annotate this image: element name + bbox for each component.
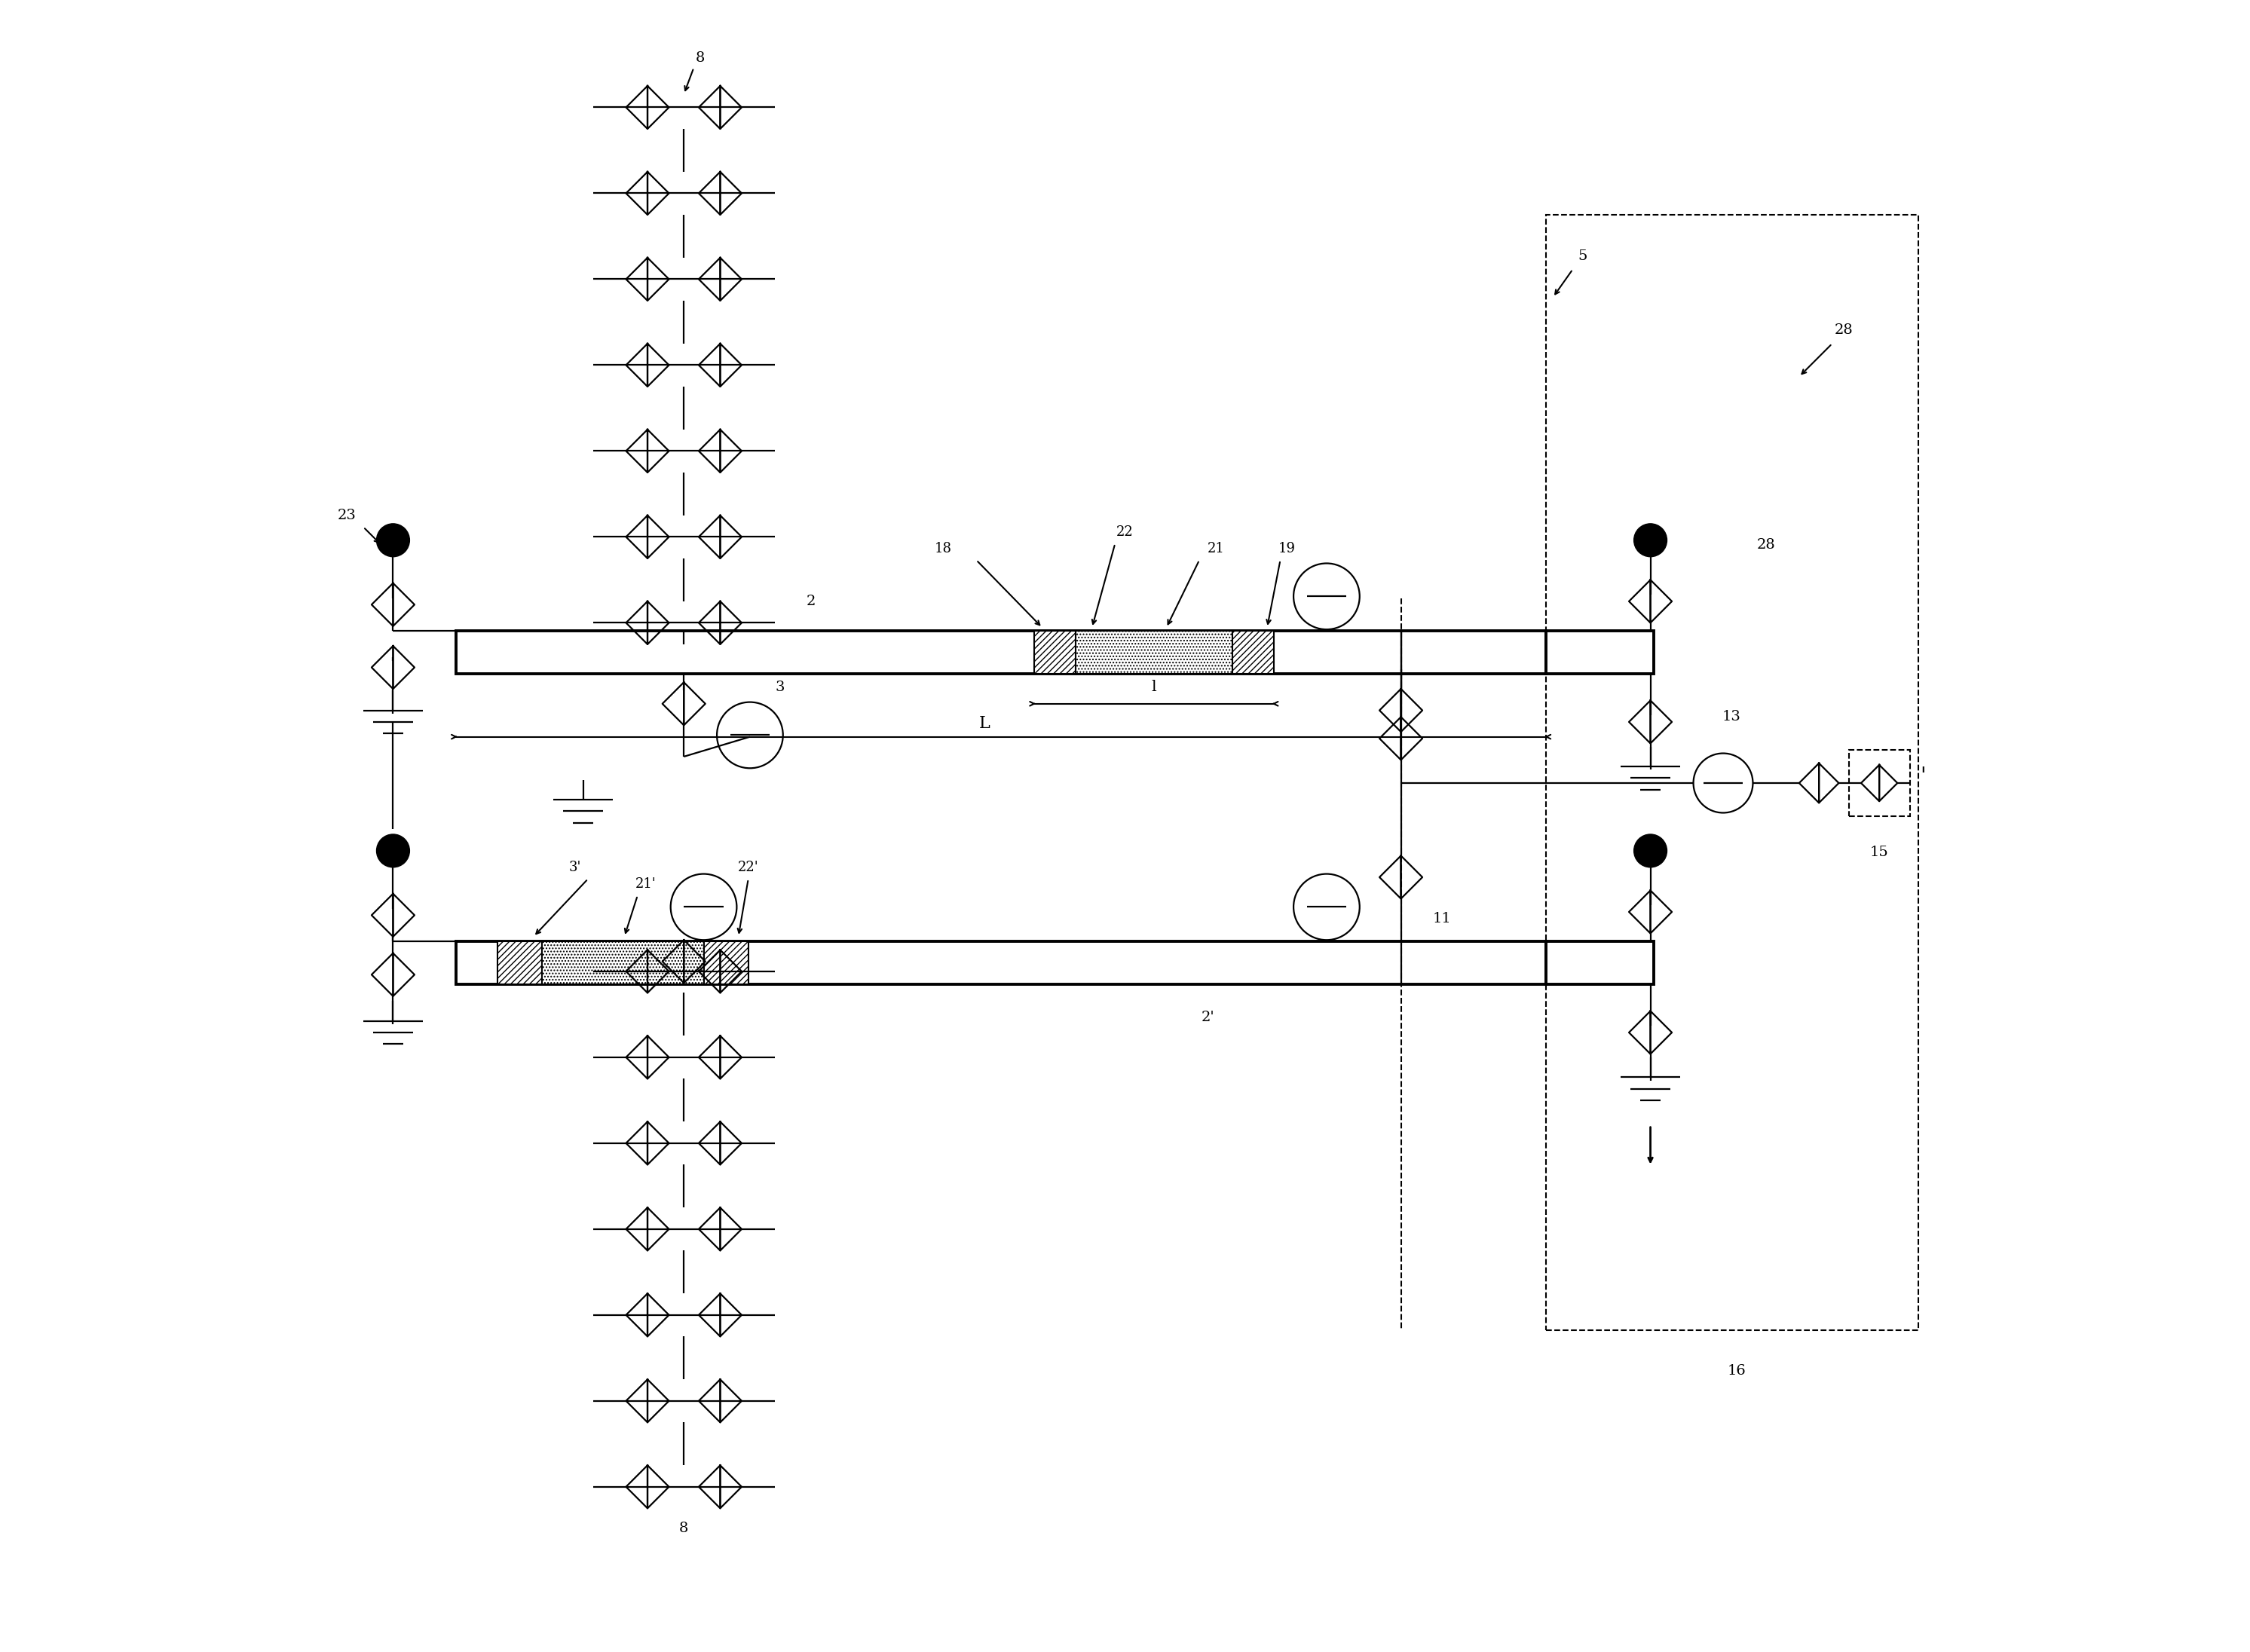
Bar bbox=[1850, 750, 1910, 816]
Bar bbox=[704, 942, 749, 985]
Text: 5: 5 bbox=[1577, 249, 1586, 263]
Text: 15: 15 bbox=[1870, 846, 1888, 859]
Bar bbox=[1233, 631, 1274, 674]
Circle shape bbox=[670, 874, 736, 940]
Bar bbox=[1035, 631, 1076, 674]
Bar bbox=[542, 942, 704, 985]
Text: 3: 3 bbox=[774, 681, 785, 694]
Text: l: l bbox=[1152, 681, 1156, 694]
Text: ': ' bbox=[1919, 767, 1926, 786]
Text: 11: 11 bbox=[1433, 912, 1451, 925]
Circle shape bbox=[376, 524, 410, 557]
Circle shape bbox=[1294, 563, 1359, 629]
Bar bbox=[457, 942, 1546, 985]
Text: 21': 21' bbox=[634, 877, 657, 890]
Circle shape bbox=[1294, 874, 1359, 940]
Circle shape bbox=[1634, 524, 1667, 557]
Text: 22: 22 bbox=[1116, 525, 1134, 539]
Circle shape bbox=[718, 702, 783, 768]
Bar bbox=[1546, 942, 1654, 985]
Text: 23: 23 bbox=[338, 509, 356, 522]
Text: 8: 8 bbox=[680, 1521, 689, 1535]
Text: 3': 3' bbox=[569, 861, 581, 874]
Bar bbox=[1546, 631, 1654, 674]
Text: 28: 28 bbox=[1757, 539, 1775, 552]
Text: 28: 28 bbox=[1834, 324, 1854, 337]
Bar bbox=[1546, 215, 1917, 1330]
Bar bbox=[497, 942, 542, 985]
Text: 8: 8 bbox=[695, 51, 704, 64]
Circle shape bbox=[376, 834, 410, 867]
Text: 22': 22' bbox=[738, 861, 758, 874]
Text: 2: 2 bbox=[806, 595, 817, 608]
Text: 16: 16 bbox=[1728, 1365, 1746, 1378]
Text: 19: 19 bbox=[1278, 542, 1296, 555]
Text: 13: 13 bbox=[1721, 710, 1742, 724]
Bar bbox=[457, 631, 1546, 674]
Circle shape bbox=[1694, 753, 1753, 813]
Bar bbox=[1076, 631, 1233, 674]
Text: 21: 21 bbox=[1208, 542, 1224, 555]
Circle shape bbox=[1634, 834, 1667, 867]
Text: 18: 18 bbox=[934, 542, 952, 555]
Text: L: L bbox=[979, 715, 990, 732]
Text: 2': 2' bbox=[1202, 1011, 1215, 1024]
